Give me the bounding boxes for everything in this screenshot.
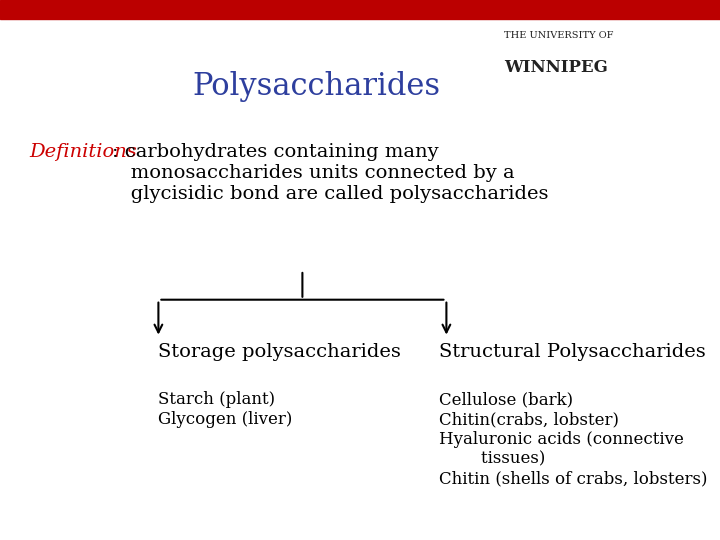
- Text: Polysaccharides: Polysaccharides: [193, 71, 441, 102]
- Text: WINNIPEG: WINNIPEG: [504, 59, 608, 76]
- Text: Cellulose (bark)
Chitin(crabs, lobster)
Hyaluronic acids (connective
        tis: Cellulose (bark) Chitin(crabs, lobster) …: [439, 392, 708, 487]
- Text: Storage polysaccharides: Storage polysaccharides: [158, 343, 401, 361]
- Bar: [0, 0, 720, 19]
- Text: : carbohydrates containing many
   monosaccharides units connected by a
   glyci: : carbohydrates containing many monosacc…: [112, 143, 548, 202]
- Text: Structural Polysaccharides: Structural Polysaccharides: [439, 343, 706, 361]
- Text: THE UNIVERSITY OF: THE UNIVERSITY OF: [504, 31, 613, 39]
- Text: Starch (plant)
Glycogen (liver): Starch (plant) Glycogen (liver): [158, 392, 293, 428]
- Text: Definitions: Definitions: [29, 143, 137, 161]
